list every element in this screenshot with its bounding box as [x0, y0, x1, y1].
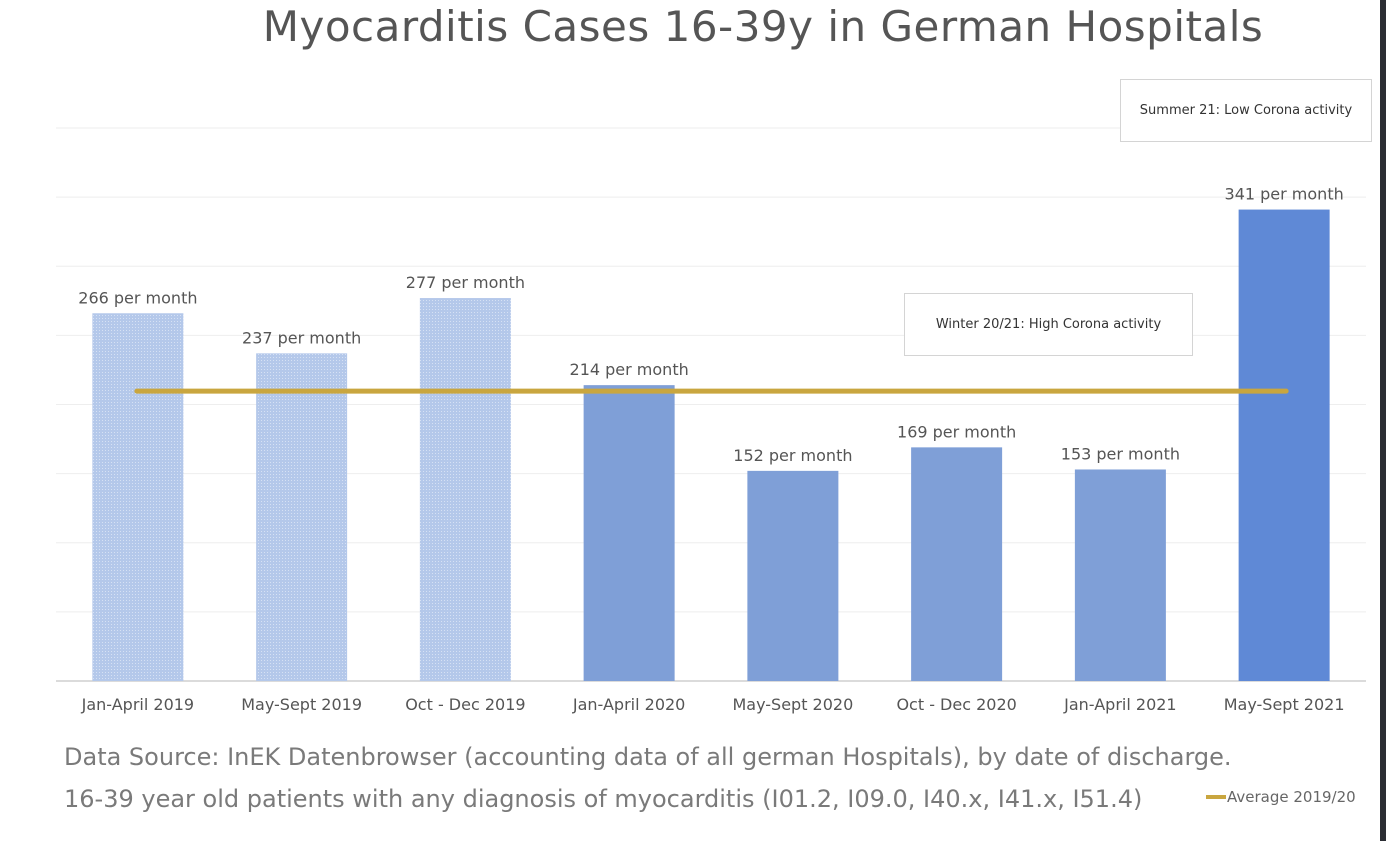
data-label: 237 per month: [242, 328, 361, 347]
bar-0: [92, 313, 184, 681]
data-label: 266 per month: [78, 288, 197, 307]
bar-6: [1074, 469, 1166, 681]
data-label: 169 per month: [897, 422, 1016, 441]
legend: Average 2019/20: [1206, 788, 1356, 806]
data-source-line-1: Data Source: InEK Datenbrowser (accounti…: [64, 743, 1232, 771]
bar-4: [747, 470, 839, 681]
x-tick-label: Jan-April 2020: [572, 695, 685, 714]
bar-7: [1238, 209, 1330, 681]
data-source-line-2: 16-39 year old patients with any diagnos…: [64, 785, 1143, 813]
chart-title: Myocarditis Cases 16-39y in German Hospi…: [262, 2, 1264, 51]
data-label: 153 per month: [1061, 444, 1180, 463]
x-tick-label: May-Sept 2019: [241, 695, 362, 714]
x-tick-label: May-Sept 2021: [1224, 695, 1345, 714]
legend-average-label: Average 2019/20: [1227, 788, 1356, 806]
data-label: 341 per month: [1225, 185, 1344, 204]
bar-1: [256, 353, 348, 681]
bar-5: [911, 447, 1003, 681]
x-tick-label: Oct - Dec 2020: [896, 695, 1016, 714]
window-edge: [1380, 0, 1386, 841]
data-label: 152 per month: [733, 446, 852, 465]
x-tick-label: Oct - Dec 2019: [405, 695, 525, 714]
x-tick-label: Jan-April 2019: [81, 695, 194, 714]
bar-3: [583, 385, 675, 681]
bar-2: [419, 298, 511, 681]
x-tick-label: May-Sept 2020: [732, 695, 853, 714]
data-label: 214 per month: [570, 360, 689, 379]
x-tick-label: Jan-April 2021: [1063, 695, 1176, 714]
annotation-summer-21: Summer 21: Low Corona activity: [1120, 79, 1372, 142]
annotation-winter-20-21: Winter 20/21: High Corona activity: [904, 293, 1193, 356]
legend-average-swatch: [1206, 795, 1226, 799]
data-label: 277 per month: [406, 273, 525, 292]
